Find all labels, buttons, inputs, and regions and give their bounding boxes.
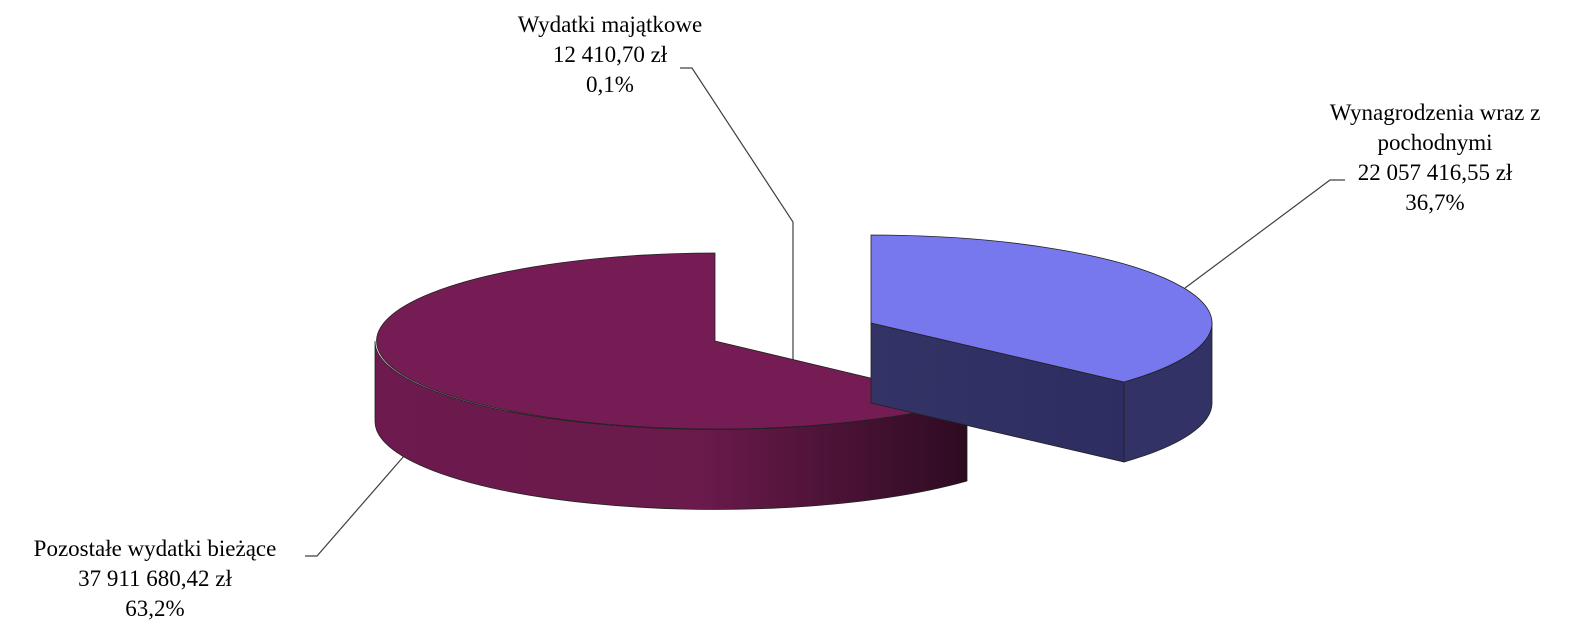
slice-pozostale-side <box>374 340 968 510</box>
slice-pozostale <box>374 252 968 510</box>
leader-line-wynagrodzenia <box>1184 179 1345 289</box>
data-label-wynagrodzenia: Wynagrodzenia wraz z pochodnymi 22 057 4… <box>1310 98 1560 218</box>
slice-wynagrodzenia <box>870 234 1213 463</box>
label-majatkowe-name: Wydatki majątkowe <box>517 12 703 37</box>
leader-line-pozostale <box>305 455 405 557</box>
label-pozostale-percent: 63,2% <box>125 596 185 621</box>
data-label-majatkowe: Wydatki majątkowe 12 410,70 zł 0,1% <box>490 10 730 100</box>
label-wynagrodzenia-value: 22 057 416,55 zł <box>1357 160 1513 185</box>
label-wynagrodzenia-name-line2: pochodnymi <box>1377 130 1493 155</box>
label-wynagrodzenia-percent: 36,7% <box>1405 190 1465 215</box>
label-wynagrodzenia-name-line1: Wynagrodzenia wraz z <box>1329 100 1541 125</box>
label-majatkowe-percent: 0,1% <box>586 72 634 97</box>
label-majatkowe-value: 12 410,70 zł <box>552 42 668 67</box>
label-pozostale-value: 37 911 680,42 zł <box>78 566 232 591</box>
slice-wynagrodzenia-top <box>870 234 1213 383</box>
data-label-pozostale: Pozostałe wydatki bieżące 37 911 680,42 … <box>0 534 310 624</box>
label-pozostale-name: Pozostałe wydatki bieżące <box>33 536 277 561</box>
slice-pozostale-top <box>376 252 968 430</box>
leader-line-majatkowe <box>680 67 794 360</box>
